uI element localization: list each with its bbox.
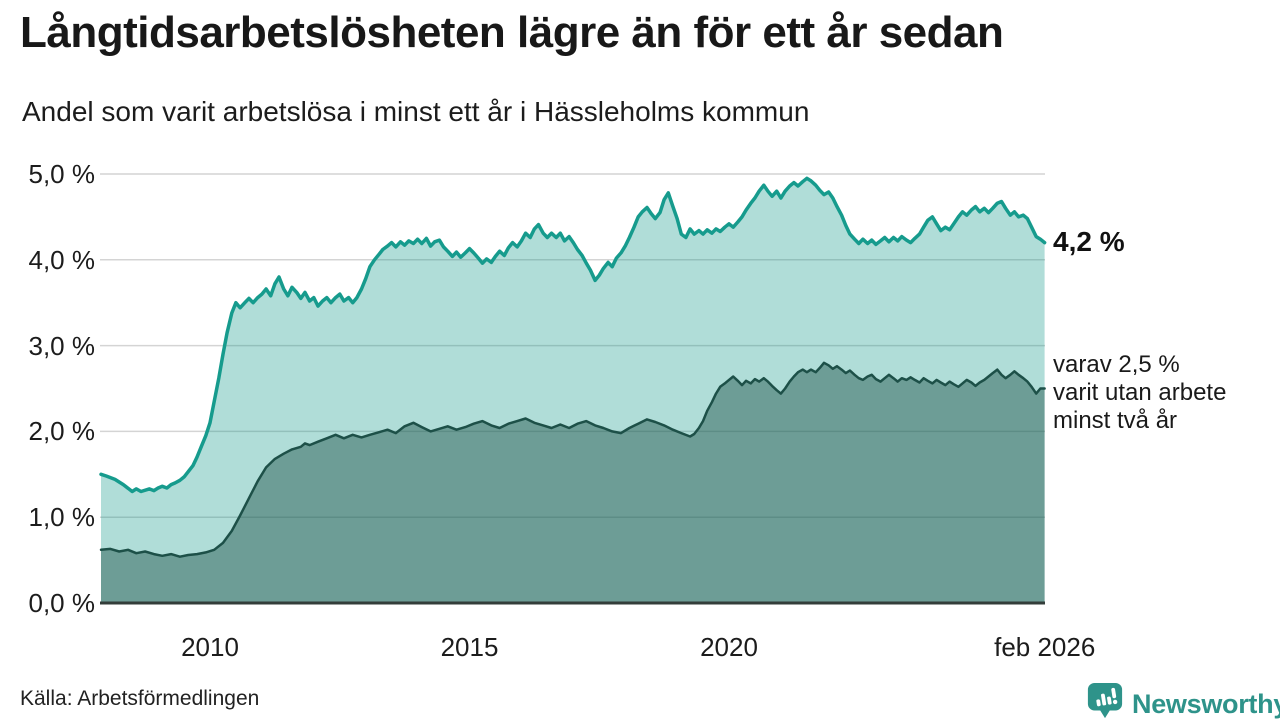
y-tick-label: 2,0 % (28, 416, 96, 447)
newsworthy-brand: Newsworthy (1086, 682, 1280, 720)
chart-subtitle: Andel som varit arbetslösa i minst ett å… (22, 96, 810, 127)
y-tick-label: 4,0 % (28, 244, 96, 275)
gridlines (100, 173, 1045, 518)
x-tick-label: 2015 (440, 632, 499, 662)
series-line-total (99, 176, 1047, 494)
two-year-value-label: varav 2,5 % varit utan arbete minst två … (1053, 351, 1227, 434)
x-tick-label: feb 2026 (994, 632, 1096, 662)
y-tick-label: 0,0 % (28, 588, 96, 618)
source-note: Källa: Arbetsförmedlingen (20, 687, 260, 710)
page-title: Långtidsarbetslösheten lägre än för ett … (20, 8, 1004, 57)
y-tick-label: 3,0 % (28, 330, 96, 361)
y-tick-label: 1,0 % (28, 502, 96, 533)
series-area-total (101, 178, 1045, 604)
x-tick-label: 2020 (700, 632, 758, 662)
latest-value-label: 4,2 % (1053, 226, 1125, 257)
series-line-two-years (99, 361, 1046, 558)
newsworthy-logo-icon (1086, 682, 1124, 720)
newsworthy-wordmark: Newsworthy (1132, 688, 1280, 719)
y-tick-label: 5,0 % (28, 159, 96, 189)
series-area-two-years (101, 362, 1045, 603)
x-tick-label: 2010 (181, 632, 239, 662)
